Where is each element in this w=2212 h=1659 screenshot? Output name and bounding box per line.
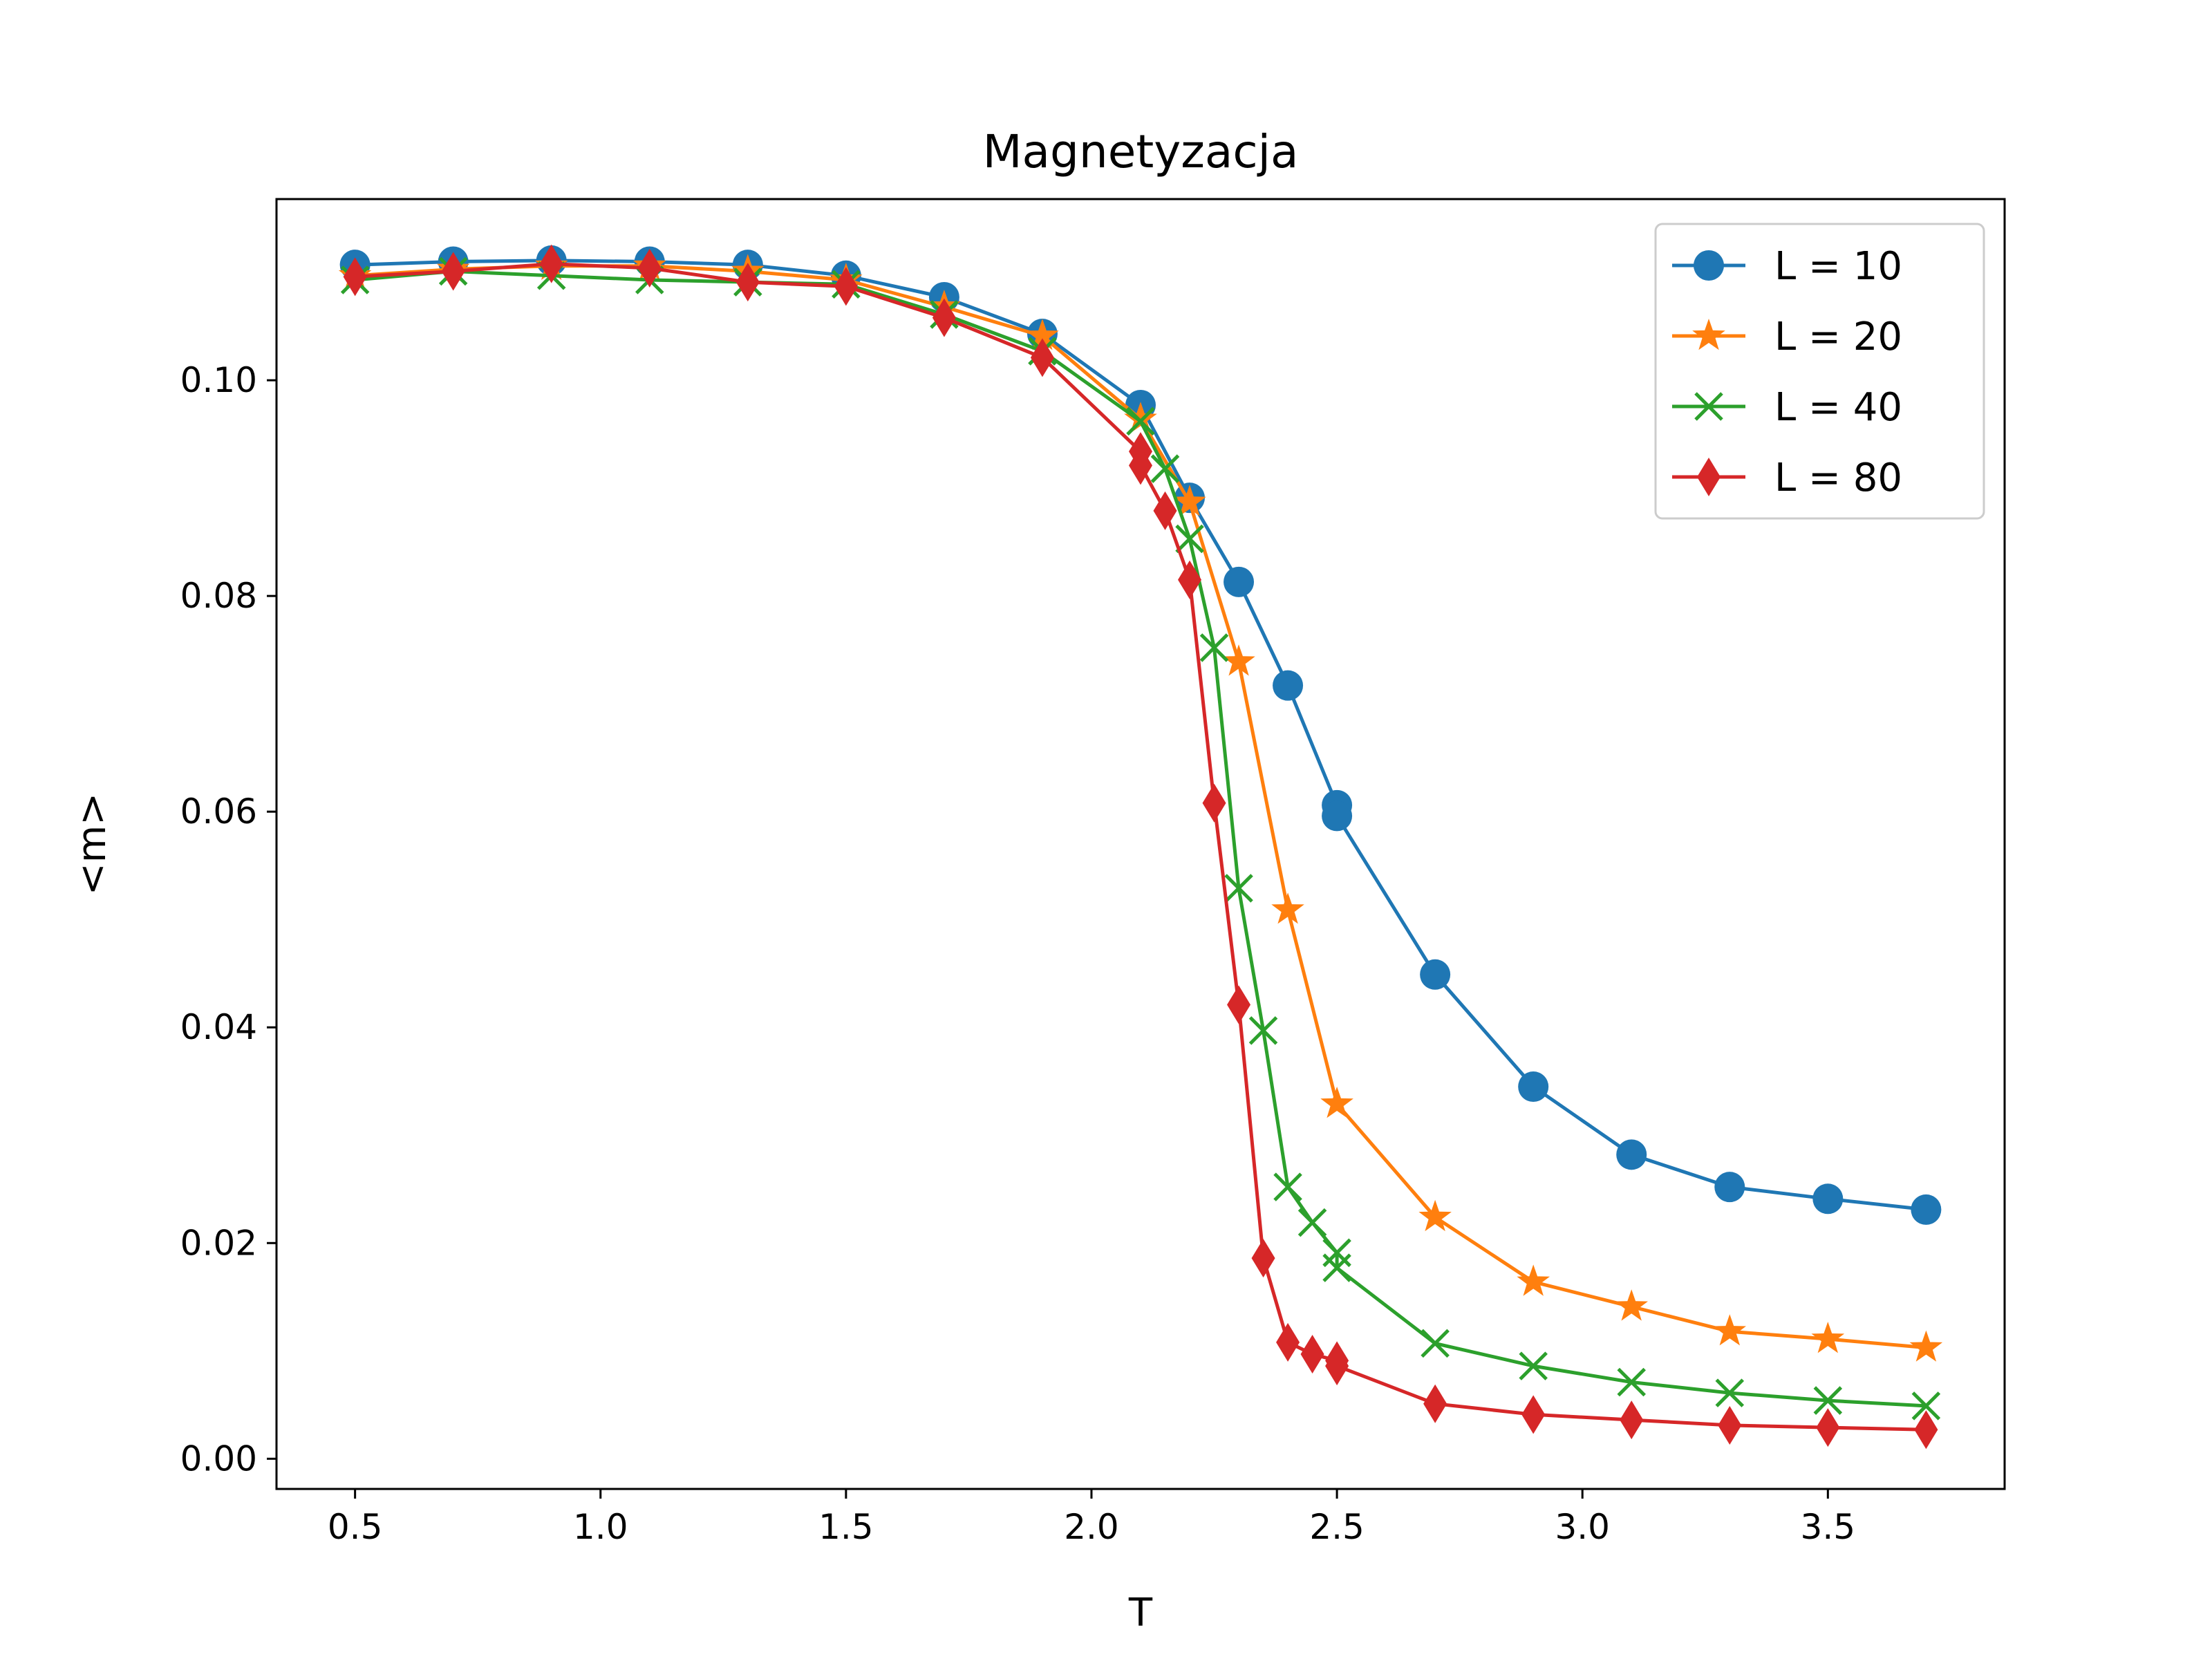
data-point-l-80 [1521, 1395, 1546, 1434]
axes-frame [275, 198, 2006, 1490]
data-point-l-10 [1322, 800, 1353, 832]
y-axis-label: <m> [70, 793, 115, 895]
data-point-l-80 [1129, 446, 1152, 485]
data-point-l-20 [1615, 1289, 1648, 1321]
data-point-l-10 [1616, 1139, 1647, 1170]
data-point-l-80 [735, 263, 760, 302]
x-tick-label: 2.5 [1309, 1507, 1365, 1547]
data-point-l-10 [1273, 670, 1304, 701]
data-point-l-40 [1150, 454, 1180, 483]
series-line-l-40 [355, 270, 1927, 1408]
data-point-l-10 [1224, 566, 1255, 597]
legend-item-l-10: L = 10 [1672, 244, 1902, 289]
x-tick-label: 3.5 [1801, 1507, 1856, 1547]
x-tick-label: 1.0 [573, 1507, 628, 1547]
data-point-l-80 [1030, 338, 1054, 377]
x-axis-label: T [1128, 1591, 1153, 1635]
data-point-l-20 [1811, 1322, 1845, 1353]
data-point-l-10 [1518, 1071, 1549, 1103]
data-point-l-40 [1421, 1329, 1450, 1358]
x-tick-label: 3.0 [1555, 1507, 1610, 1547]
data-point-l-80 [1202, 783, 1226, 823]
data-point-l-80 [441, 252, 465, 291]
data-point-l-80 [1423, 1384, 1447, 1423]
data-point-l-20 [1418, 1199, 1452, 1232]
data-point-l-20 [1713, 1314, 1746, 1346]
data-point-l-80 [539, 244, 563, 283]
data-point-l-40 [1273, 1172, 1302, 1201]
data-point-l-80 [1178, 560, 1202, 599]
x-tick-label: 2.0 [1064, 1507, 1119, 1547]
legend-marker-l-20 [1692, 319, 1725, 350]
data-point-l-40 [1224, 874, 1253, 903]
data-point-l-80 [343, 257, 367, 297]
legend-label: L = 10 [1774, 244, 1902, 289]
data-point-l-40 [1199, 633, 1229, 662]
y-tick-label: 0.08 [180, 576, 257, 616]
legend-marker-l-40 [1694, 392, 1723, 421]
x-tick-label: 0.5 [328, 1507, 383, 1547]
legend-label: L = 80 [1774, 456, 1902, 500]
legend-marker-l-10 [1694, 250, 1724, 281]
legend-item-l-80: L = 80 [1672, 456, 1902, 500]
data-point-l-80 [1718, 1405, 1742, 1445]
data-point-l-80 [1325, 1347, 1349, 1386]
data-point-l-80 [1620, 1400, 1644, 1440]
data-point-l-40 [1715, 1378, 1745, 1407]
legend-label: L = 20 [1774, 315, 1902, 359]
data-point-l-20 [1173, 485, 1206, 516]
data-point-l-10 [1911, 1194, 1942, 1225]
data-point-l-80 [1276, 1322, 1300, 1362]
axis-ticks: 0.5 1.0 1.5 2.0 2.5 3.0 3.5 0.00 0.02 0.04 0.06 0.0… [180, 360, 1855, 1547]
data-point-l-40 [1813, 1386, 1843, 1415]
legend-marker-l-80 [1697, 458, 1721, 496]
data-point-l-80 [932, 298, 956, 337]
legend-item-l-20: L = 20 [1672, 315, 1902, 359]
legend-item-l-40: L = 40 [1672, 385, 1902, 430]
plot-area [338, 244, 1943, 1450]
data-point-l-80 [1914, 1410, 1938, 1450]
chart-title: Magnetyzacja [983, 125, 1299, 178]
data-point-l-20 [1222, 644, 1255, 676]
legend: L = 10 L = 20 L = 40 L = 80 [1654, 223, 1985, 520]
legend-label: L = 40 [1774, 385, 1902, 430]
series-line-l-10 [355, 259, 1927, 1212]
data-point-l-80 [637, 248, 662, 288]
data-point-l-40 [1519, 1351, 1548, 1380]
legend-box [1654, 223, 1985, 520]
data-point-l-80 [834, 267, 858, 306]
x-tick-label: 1.5 [818, 1507, 874, 1547]
data-point-l-10 [1420, 959, 1451, 990]
data-point-l-40 [1322, 1253, 1351, 1282]
data-point-l-20 [1909, 1330, 1943, 1362]
data-point-l-20 [1026, 319, 1059, 350]
data-point-l-80 [1227, 985, 1251, 1024]
data-point-l-10 [1714, 1172, 1745, 1203]
data-point-l-20 [1320, 1087, 1353, 1118]
data-point-l-80 [1153, 491, 1177, 530]
data-point-l-40 [1617, 1367, 1646, 1397]
data-point-l-20 [1271, 892, 1304, 924]
data-point-l-20 [1517, 1264, 1550, 1296]
data-point-l-80 [1816, 1408, 1840, 1447]
data-point-l-40 [1248, 1016, 1278, 1045]
y-tick-label: 0.06 [180, 791, 257, 832]
data-point-l-80 [1251, 1239, 1275, 1278]
data-point-l-20 [1124, 402, 1157, 433]
y-tick-label: 0.02 [180, 1223, 257, 1263]
y-tick-label: 0.00 [180, 1438, 257, 1479]
data-point-l-40 [1175, 524, 1204, 554]
data-point-l-80 [1300, 1334, 1324, 1374]
data-point-l-10 [1812, 1183, 1844, 1215]
data-point-l-40 [1126, 406, 1155, 436]
y-tick-label: 0.10 [180, 360, 257, 400]
data-point-l-40 [1297, 1208, 1327, 1237]
y-tick-label: 0.04 [180, 1007, 257, 1047]
series-l-80 [343, 244, 1938, 1450]
data-point-l-40 [1911, 1391, 1941, 1421]
